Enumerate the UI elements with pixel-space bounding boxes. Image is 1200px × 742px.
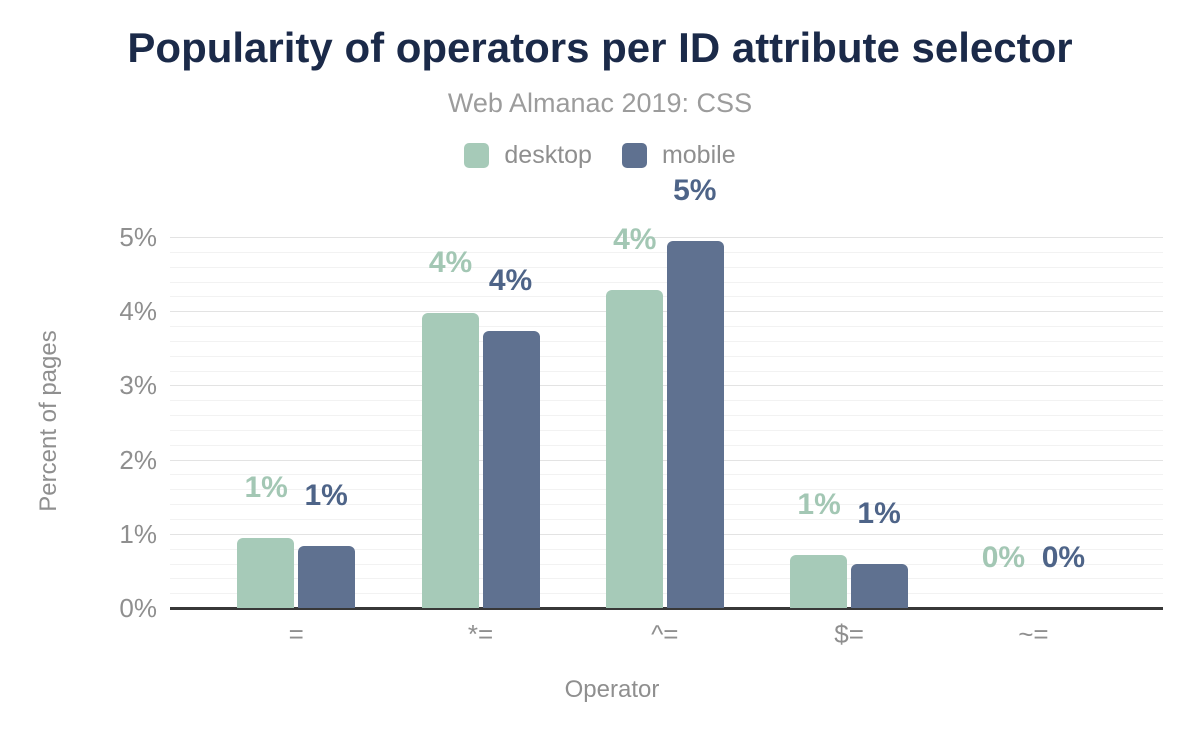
y-axis-title: Percent of pages [35, 330, 62, 512]
gridline-minor [170, 251, 1163, 253]
value-label-mobile-~=: 0% [1041, 541, 1086, 574]
legend-label-mobile: mobile [661, 140, 736, 169]
gridline-minor [170, 563, 1163, 565]
legend-item-desktop[interactable]: desktop [464, 141, 592, 170]
bar-desktop-*=[interactable] [421, 313, 479, 608]
chart-subtitle: Web Almanac 2019: CSS [447, 88, 753, 118]
gridline-minor [170, 474, 1163, 476]
value-label-desktop-=: 1% [244, 471, 288, 504]
value-label-desktop-~=: 0% [981, 541, 1026, 574]
y-tick-3%: 3% [119, 370, 157, 401]
gridline-major [170, 459, 1163, 461]
gridline-major [170, 311, 1163, 313]
gridline-major [170, 237, 1163, 238]
gridline-minor [170, 593, 1163, 595]
gridline-minor [170, 266, 1163, 268]
value-label-mobile-^=: 5% [673, 174, 717, 207]
x-axis-line [170, 607, 1163, 610]
y-tick-0%: 0% [119, 593, 157, 623]
gridline-minor [170, 504, 1163, 506]
gridline-minor [170, 444, 1163, 446]
gridline-minor [170, 489, 1163, 491]
x-tick-*=: *= [467, 619, 494, 649]
gridline-minor [170, 281, 1163, 283]
gridline-minor [170, 400, 1163, 402]
value-label-mobile-$=: 1% [857, 497, 901, 530]
value-label-desktop-*=: 4% [428, 246, 473, 279]
bar-mobile-=[interactable] [298, 546, 356, 608]
bar-desktop-$=[interactable] [790, 555, 848, 608]
gridline-major [170, 385, 1163, 387]
y-tick-5%: 5% [119, 222, 157, 252]
bar-desktop-^=[interactable] [605, 290, 663, 608]
value-label-mobile-*=: 4% [488, 264, 533, 297]
y-tick-1%: 1% [119, 518, 157, 549]
gridline-minor [170, 415, 1163, 417]
legend: desktop mobile [0, 140, 1200, 170]
bar-mobile-^=[interactable] [666, 241, 724, 608]
x-tick-=: = [288, 619, 304, 649]
chart-title: Popularity of operators per ID attribute… [127, 24, 1073, 71]
value-label-desktop-$=: 1% [797, 488, 841, 521]
gridline-minor [170, 548, 1163, 550]
legend-swatch-mobile-icon [621, 142, 647, 168]
gridline-minor [170, 370, 1163, 372]
bar-mobile-$=[interactable] [851, 564, 909, 608]
gridline-minor [170, 296, 1163, 298]
legend-label-desktop: desktop [504, 140, 592, 169]
x-tick-$=: $= [834, 619, 864, 649]
legend-swatch-desktop-icon [464, 142, 490, 168]
value-label-mobile-=: 1% [304, 479, 348, 512]
gridline-major [170, 533, 1163, 535]
gridline-minor [170, 519, 1163, 520]
x-axis-title: Operator [564, 676, 660, 703]
x-tick-~=: ~= [1018, 619, 1049, 649]
y-tick-4%: 4% [119, 296, 157, 327]
gridline-minor [170, 578, 1163, 580]
legend-item-mobile[interactable]: mobile [621, 140, 736, 170]
bar-desktop-=[interactable] [237, 538, 295, 608]
value-label-desktop-^=: 4% [613, 223, 657, 256]
gridline-minor [170, 326, 1163, 327]
bar-mobile-*=[interactable] [482, 331, 540, 608]
y-tick-2%: 2% [119, 444, 157, 475]
gridline-minor [170, 355, 1163, 357]
gridline-minor [170, 340, 1163, 342]
gridline-minor [170, 429, 1163, 431]
x-tick-^=: ^= [651, 619, 679, 649]
